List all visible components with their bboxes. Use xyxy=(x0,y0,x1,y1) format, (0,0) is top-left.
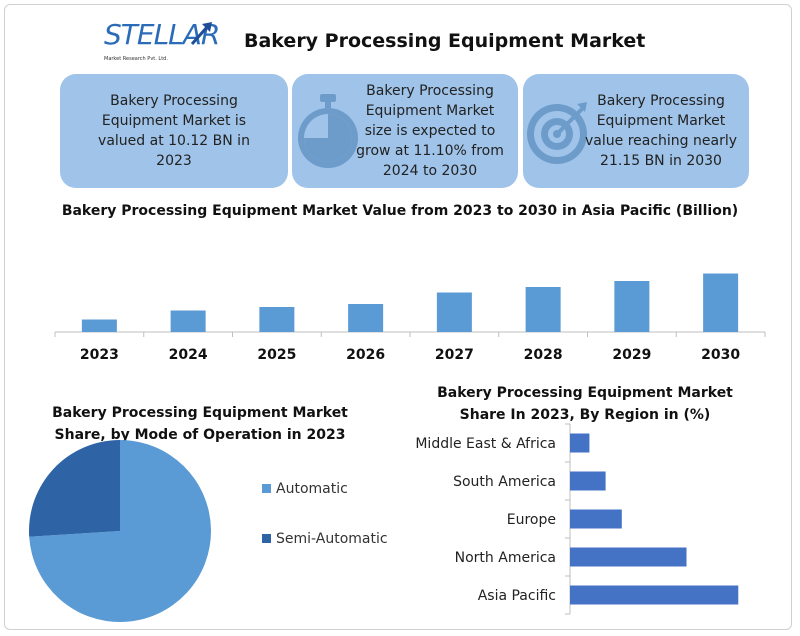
bar-2028 xyxy=(525,287,561,332)
bar-2025 xyxy=(259,307,295,332)
stat-card-growth: Bakery Processing Equipment Market size … xyxy=(292,74,518,188)
x-tick-label: 2024 xyxy=(169,347,208,363)
x-tick-label: 2029 xyxy=(612,347,651,363)
pie-slice-automatic xyxy=(29,440,211,622)
chart-title-region-share: Bakery Processing Equipment Market Share… xyxy=(437,385,733,423)
stopwatch-icon xyxy=(298,94,358,168)
bar-middle-east-africa xyxy=(570,433,590,453)
x-tick-label: 2028 xyxy=(524,347,563,363)
y-tick-label: North America xyxy=(455,550,556,566)
bar-2026 xyxy=(348,304,384,332)
y-tick-label: Europe xyxy=(507,512,556,528)
x-tick-label: 2025 xyxy=(257,347,296,363)
bar-chart-region-share: Middle East & Africa South America Europe N… xyxy=(415,423,739,615)
chart-title-mode-of-operation: Bakery Processing Equipment Market Share… xyxy=(52,405,348,443)
stellar-logo: STELLAR Market Research Pvt. Ltd. xyxy=(98,14,220,66)
logo-arrow-icon xyxy=(190,22,212,45)
bar-north-america xyxy=(570,547,687,567)
bar-europe xyxy=(570,509,622,529)
target-icon xyxy=(527,102,587,164)
legend-label: Automatic xyxy=(276,481,348,497)
x-tick-label: 2027 xyxy=(435,347,474,363)
bar-2030 xyxy=(703,273,739,332)
legend-label: Semi-Automatic xyxy=(276,531,388,547)
bar-south-america xyxy=(570,471,606,491)
bar-2024 xyxy=(170,310,206,332)
legend-swatch xyxy=(262,534,271,543)
bar-asia-pacific xyxy=(570,585,739,605)
bar-2023 xyxy=(81,319,117,332)
legend-swatch xyxy=(262,484,271,493)
y-tick-label: Asia Pacific xyxy=(478,588,556,604)
bar-chart-asia-pacific: 2023 2024 2025 2026 2027 2028 2029 2030 xyxy=(54,273,766,363)
y-tick-label: Middle East & Africa xyxy=(415,436,556,452)
x-tick-label: 2030 xyxy=(701,347,740,363)
logo-subtext: Market Research Pvt. Ltd. xyxy=(104,56,168,62)
bar-2029 xyxy=(614,281,650,332)
stat-card-text: Bakery Processing Equipment Market value… xyxy=(585,93,737,169)
page-title: Bakery Processing Equipment Market xyxy=(244,30,646,52)
stat-card-text: Bakery Processing Equipment Market is va… xyxy=(98,93,250,169)
y-tick-label: South America xyxy=(453,474,556,490)
bar-2027 xyxy=(436,292,472,332)
x-tick-label: 2026 xyxy=(346,347,385,363)
x-tick-label: 2023 xyxy=(80,347,119,363)
stat-card-market-value: Bakery Processing Equipment Market is va… xyxy=(60,74,288,188)
pie-slice-semi-automatic xyxy=(28,440,120,537)
stat-card-text: Bakery Processing Equipment Market size … xyxy=(356,83,504,179)
stat-card-forecast: Bakery Processing Equipment Market value… xyxy=(523,74,749,188)
pie-chart-mode-of-operation: Automatic Semi-Automatic xyxy=(28,440,388,622)
chart-title-asia-pacific-value: Bakery Processing Equipment Market Value… xyxy=(61,203,739,219)
infographic-frame xyxy=(4,4,792,630)
